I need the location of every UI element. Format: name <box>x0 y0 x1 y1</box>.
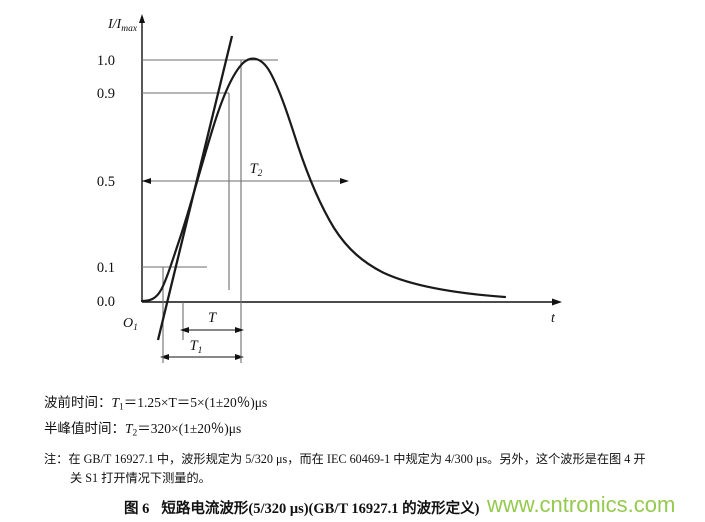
half-value-time-subscript: 2 <box>132 428 138 439</box>
site-watermark: www.cntronics.com <box>487 492 676 517</box>
front-time-equation: 波前时间：T1＝1.25×T＝5×(1±20％)μs <box>44 396 267 413</box>
y-tick-label-1p0: 1.0 <box>97 53 115 69</box>
T2-arrow-right <box>340 178 349 184</box>
T2-dimension-label: T2 <box>250 161 263 179</box>
half-value-time-symbol: T <box>125 421 133 436</box>
y-tick-label-0p1: 0.1 <box>97 260 115 276</box>
front-time-symbol: T <box>111 395 120 410</box>
y-tick-label-0p5: 0.5 <box>97 174 115 190</box>
T-dimension-label: T <box>208 310 217 326</box>
waveform-chart: I/Imax 1.0 0.9 0.5 0.1 0.0 t O1 T T1 T2 <box>97 14 562 363</box>
figure-caption: 图 6 短路电流波形(5/320 μs)(GB/T 16927.1 的波形定义) <box>124 497 479 518</box>
T2-arrow-left <box>142 178 151 184</box>
T1-arrow-left <box>160 354 169 360</box>
y-tick-label-0p0: 0.0 <box>97 294 115 310</box>
note-line-1: 注：在 GB/T 16927.1 中，波形规定为 5/320 μs，而在 IEC… <box>44 449 646 467</box>
T1-arrow-right <box>235 354 244 360</box>
y-tick-label-0p9: 0.9 <box>97 86 115 102</box>
figure-number: 图 6 <box>124 501 150 517</box>
T-arrow-left <box>180 327 189 333</box>
x-axis-label: t <box>551 311 556 326</box>
note-prefix: 注： <box>44 452 69 466</box>
front-time-prefix: 波前时间： <box>44 395 112 410</box>
x-axis-arrowhead <box>552 298 562 306</box>
T-arrow-right <box>235 327 244 333</box>
y-axis-arrowhead <box>139 14 145 23</box>
virtual-origin-label: O1 <box>123 316 138 333</box>
half-value-time-expression: ＝320×(1±20％)μs <box>137 421 242 436</box>
half-value-time-equation: 半峰值时间：T2＝320×(1±20％)μs <box>44 422 241 439</box>
figure-graph-area: I/Imax 1.0 0.9 0.5 0.1 0.0 t O1 T T1 T2 <box>97 14 562 363</box>
note-line-2: 关 S1 打开情况下测量的。 <box>70 471 211 485</box>
half-value-time-prefix: 半峰值时间： <box>44 421 125 436</box>
front-time-subscript: 1 <box>119 402 124 413</box>
y-axis-label: I/Imax <box>107 17 138 34</box>
T1-dimension-label: T1 <box>190 338 203 356</box>
figure-caption-text: 短路电流波形(5/320 μs)(GB/T 16927.1 的波形定义) <box>161 501 480 517</box>
current-waveform-curve <box>140 57 507 303</box>
note-body-1: 在 GB/T 16927.1 中，波形规定为 5/320 μs，而在 IEC 6… <box>68 452 646 466</box>
front-time-expression: ＝1.25×T＝5×(1±20％)μs <box>123 395 268 410</box>
